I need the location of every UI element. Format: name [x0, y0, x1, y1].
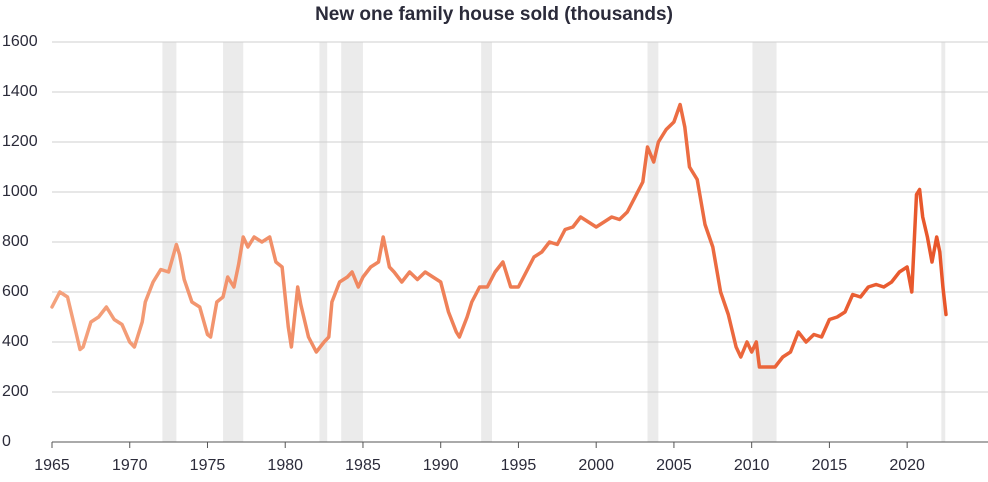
x-tick-label: 2005: [656, 457, 692, 474]
x-tick-label: 1970: [112, 457, 148, 474]
x-tick-label: 1975: [190, 457, 226, 474]
y-tick-label: 1400: [2, 83, 38, 100]
line: [50, 102, 948, 369]
x-tick-label: 1995: [501, 457, 537, 474]
x-tick-label: 1990: [423, 457, 459, 474]
x-tick-label: 2020: [889, 457, 925, 474]
y-tick-label: 0: [2, 433, 11, 450]
y-tick-label: 1000: [2, 183, 38, 200]
x-tick-label: 1985: [345, 457, 381, 474]
x-tick-label: 2015: [812, 457, 848, 474]
x-tick-label: 2000: [578, 457, 614, 474]
x-tick-label: 2010: [734, 457, 770, 474]
y-tick-label: 200: [2, 383, 29, 400]
y-tick-label: 1200: [2, 133, 38, 150]
chart-title: New one family house sold (thousands): [315, 4, 673, 25]
y-tick-label: 1600: [2, 33, 38, 50]
y-tick-label: 400: [2, 333, 29, 350]
y-tick-label: 800: [2, 233, 29, 250]
y-tick-label: 600: [2, 283, 29, 300]
x-tick-label: 1980: [267, 457, 303, 474]
x-tick-label: 1965: [34, 457, 70, 474]
